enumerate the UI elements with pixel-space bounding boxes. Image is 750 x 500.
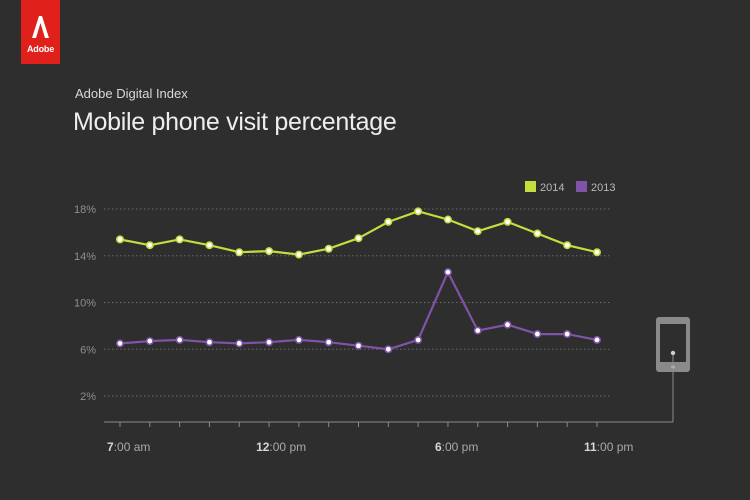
data-point [592, 248, 601, 257]
page-subtitle: Adobe Digital Index [75, 86, 188, 101]
data-point [294, 335, 303, 344]
data-point [354, 341, 363, 350]
tablet-icon [600, 317, 690, 423]
data-point [145, 241, 154, 250]
x-tick-label: 7:00 am [107, 440, 150, 454]
data-point [175, 235, 184, 244]
series-lines [116, 207, 601, 354]
adobe-logo: Adobe [21, 0, 60, 64]
data-point [384, 217, 393, 226]
data-point [384, 345, 393, 354]
legend-swatch [576, 181, 587, 192]
data-point [592, 335, 601, 344]
data-point [563, 330, 572, 339]
data-point [235, 339, 244, 348]
y-tick-label: 14% [74, 251, 96, 263]
data-point [265, 247, 274, 256]
data-point [265, 338, 274, 347]
x-tick-label: 11:00 pm [584, 440, 633, 454]
data-point [294, 250, 303, 259]
y-tick-label: 2% [80, 391, 96, 403]
y-axis-ticks: 2% 6% 10% 14% 18% [74, 204, 96, 403]
data-point [414, 335, 423, 344]
data-point [116, 339, 125, 348]
data-point [414, 207, 423, 216]
adobe-a-icon [32, 16, 49, 38]
y-tick-label: 10% [74, 298, 96, 310]
data-point [324, 244, 333, 253]
data-point [324, 338, 333, 347]
data-point [473, 227, 482, 236]
legend-label: 2014 [540, 182, 564, 194]
data-point [473, 326, 482, 335]
x-axis: 7:00 am 12:00 pm 6:00 pm 11:00 pm [104, 421, 633, 454]
legend: 2014 2013 [525, 181, 615, 194]
data-point [533, 330, 542, 339]
data-point [205, 338, 214, 347]
x-tick-label: 12:00 pm [256, 440, 306, 454]
logo-text: Adobe [27, 44, 54, 54]
y-tick-label: 6% [80, 344, 96, 356]
data-point [443, 215, 452, 224]
data-point [503, 217, 512, 226]
series-line [119, 271, 598, 351]
data-point [175, 335, 184, 344]
data-point [205, 241, 214, 250]
y-tick-label: 18% [74, 204, 96, 216]
x-tick-label: 6:00 pm [435, 440, 478, 454]
page-title: Mobile phone visit percentage [73, 108, 397, 136]
data-point [503, 320, 512, 329]
series-2013 [116, 268, 601, 354]
data-point [354, 234, 363, 243]
legend-label: 2013 [591, 182, 615, 194]
data-point [116, 235, 125, 244]
data-point [235, 248, 244, 257]
data-point [443, 268, 452, 277]
data-point [145, 337, 154, 346]
legend-swatch [525, 181, 536, 192]
series-2014 [116, 207, 601, 259]
data-point [563, 241, 572, 250]
series-line [119, 210, 598, 256]
data-point [533, 229, 542, 238]
